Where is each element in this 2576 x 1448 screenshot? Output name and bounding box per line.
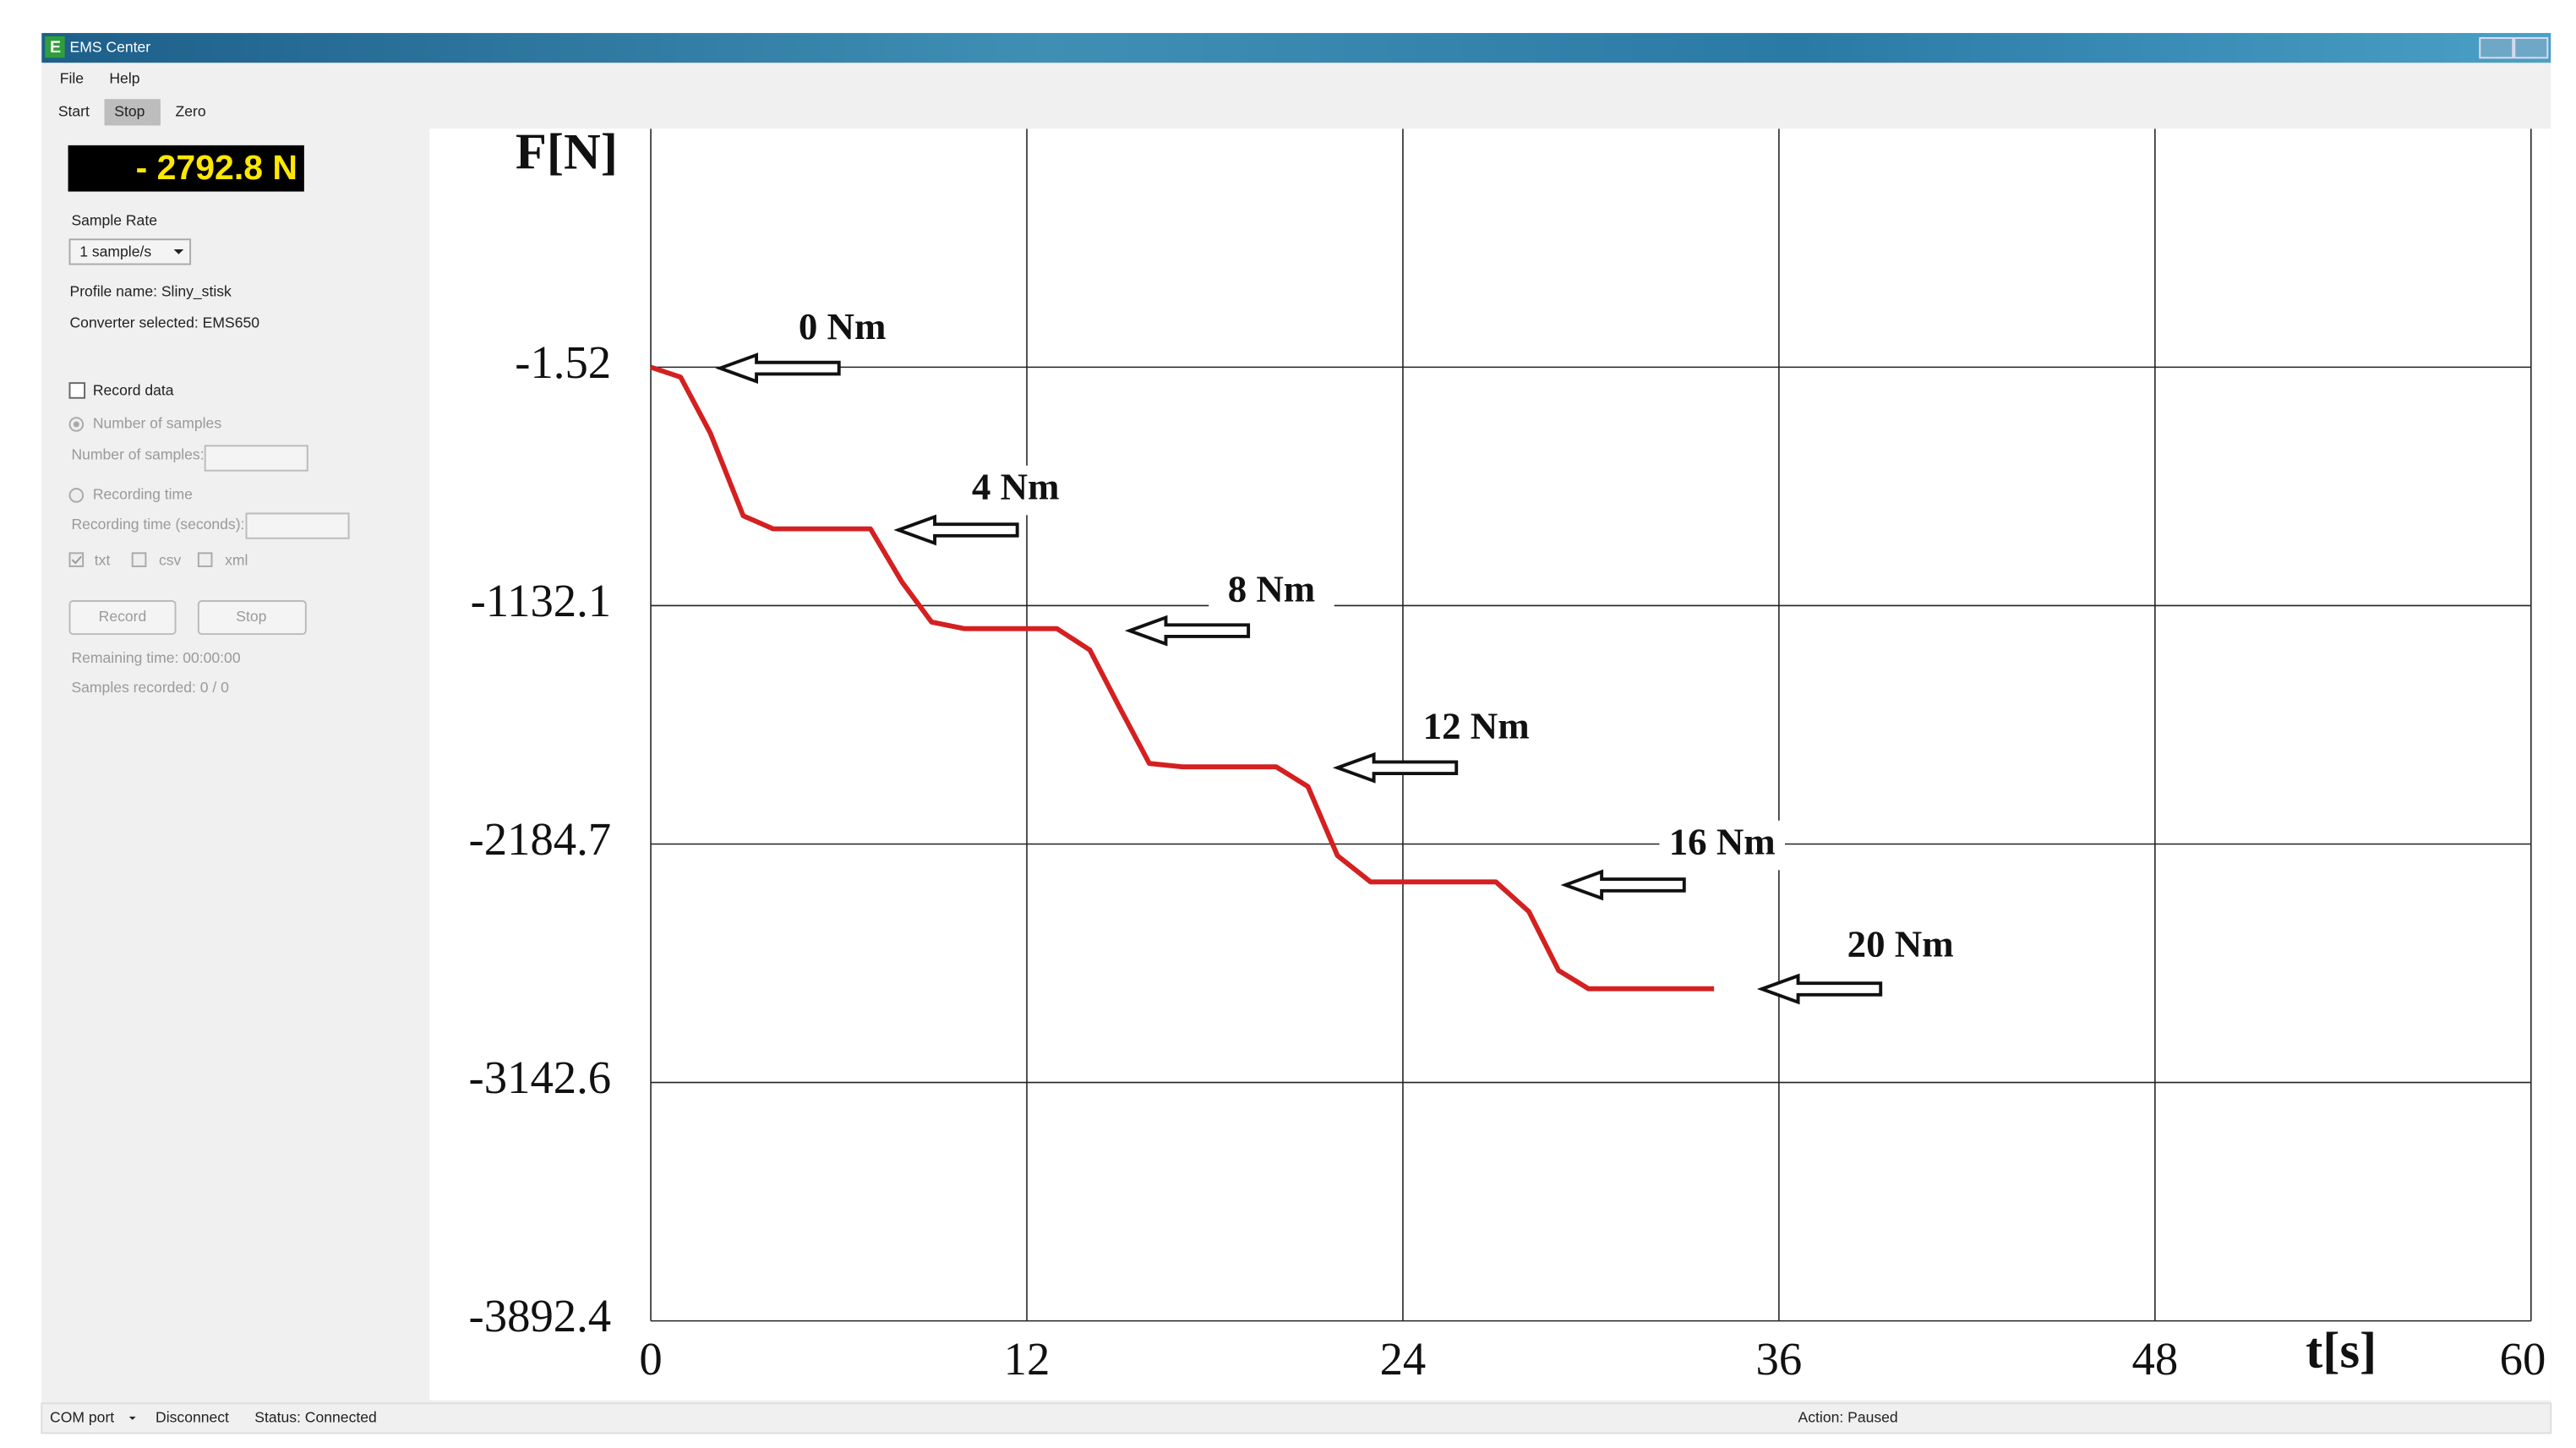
x-tick-label: 24 <box>1380 1333 1427 1385</box>
time-radio[interactable] <box>68 488 85 503</box>
title-bar <box>41 33 2551 63</box>
txt-label: txt <box>95 552 111 569</box>
x-axis-label: t[s] <box>2306 1323 2377 1380</box>
force-value: - 2792.8 N <box>136 148 297 187</box>
profile-name: Profile name: Sliny_stisk <box>70 282 232 300</box>
y-tick-label: -2184.7 <box>469 813 612 865</box>
annotation: 16 Nm <box>1669 820 1776 862</box>
com-port[interactable]: COM port <box>50 1408 114 1425</box>
stop-record-button[interactable] <box>197 600 307 636</box>
record-button-label[interactable]: Record <box>99 608 147 625</box>
start-button[interactable]: Start <box>58 102 90 119</box>
y-tick-label: -3892.4 <box>469 1290 612 1341</box>
chart: F[N] t[s] 0 12 24 36 48 60 -3892.4 -3142.6 -2184… <box>469 123 2546 1384</box>
samples-radio-dot <box>73 421 79 428</box>
annotation-arrow <box>1332 751 1459 784</box>
action-status: Action: Paused <box>1798 1408 1898 1425</box>
menu-file[interactable]: File <box>60 69 84 86</box>
maximize-button[interactable] <box>2513 36 2549 59</box>
annotation-arrow <box>1560 869 1686 901</box>
x-tick-label: 0 <box>639 1333 662 1385</box>
samples-label: Number of samples: <box>71 446 204 463</box>
x-tick-label: 48 <box>2132 1333 2179 1385</box>
record-data-label: Record data <box>93 382 174 399</box>
annotation-bg <box>779 305 905 355</box>
stop-record-label[interactable]: Stop <box>236 608 266 625</box>
annotation-arrow <box>715 352 841 384</box>
xml-checkbox[interactable] <box>197 552 213 567</box>
annotation: 4 Nm <box>972 465 1060 507</box>
annotation-bg <box>1659 820 1785 871</box>
x-tick-label: 12 <box>1004 1333 1051 1385</box>
record-button[interactable] <box>68 600 177 636</box>
minimize-button[interactable] <box>2479 36 2514 59</box>
y-tick-label: -1.52 <box>515 336 611 388</box>
app-icon <box>45 36 65 58</box>
window-title: EMS Center <box>70 38 151 55</box>
connection-status: Status: Connected <box>254 1408 377 1425</box>
status-bar <box>41 1402 2552 1434</box>
samples-option: Number of samples <box>93 415 221 432</box>
annotation-arrow <box>1124 615 1251 647</box>
y-tick-label: -1132.1 <box>471 575 612 626</box>
disconnect[interactable]: Disconnect <box>156 1408 229 1425</box>
chart-area <box>429 128 2551 1401</box>
txt-checkbox[interactable] <box>68 552 85 567</box>
dropdown-arrow <box>173 249 184 254</box>
menu-help[interactable]: Help <box>109 69 139 86</box>
annotation: 0 Nm <box>799 305 887 347</box>
grid <box>650 128 2532 1322</box>
annotation-bg <box>1209 567 1334 618</box>
y-axis-label: F[N] <box>516 123 618 180</box>
force-display <box>68 145 304 192</box>
sample-rate-dropdown[interactable] <box>68 238 192 265</box>
annotation-arrow <box>1756 973 1883 1005</box>
annotation-bg <box>952 465 1078 516</box>
txt-check <box>71 555 82 565</box>
time-label: Recording time (seconds): <box>71 516 244 533</box>
annotation-arrow <box>893 514 1019 546</box>
sample-rate-value[interactable]: 1 sample/s <box>79 243 151 260</box>
annotation: 8 Nm <box>1228 568 1316 610</box>
time-input[interactable] <box>245 512 350 539</box>
sample-rate-label: Sample Rate <box>71 211 157 228</box>
csv-checkbox[interactable] <box>131 552 147 567</box>
app-icon-letter: E <box>50 38 61 57</box>
stop-button-bg[interactable] <box>104 99 161 126</box>
zero-button[interactable]: Zero <box>176 102 206 119</box>
samples-input[interactable] <box>204 445 308 472</box>
remaining-time: Remaining time: 00:00:00 <box>71 649 240 666</box>
annotation: 20 Nm <box>1847 922 1954 964</box>
data-line <box>650 364 1715 992</box>
annotation: 12 Nm <box>1423 705 1530 747</box>
samples-recorded: Samples recorded: 0 / 0 <box>71 679 229 696</box>
csv-label: csv <box>159 552 182 569</box>
record-checkbox[interactable] <box>68 382 86 399</box>
x-tick-label: 60 <box>2500 1333 2546 1385</box>
annotation-bg <box>1837 922 1963 973</box>
annotation-bg <box>1413 705 1539 755</box>
time-option: Recording time <box>93 486 193 503</box>
y-tick-label: -3142.6 <box>469 1052 612 1103</box>
x-tick-label: 36 <box>1756 1333 1803 1385</box>
xml-label: xml <box>225 552 248 569</box>
converter: Converter selected: EMS650 <box>70 314 260 331</box>
com-port-arrow <box>128 1416 136 1420</box>
stop-button[interactable]: Stop <box>114 102 145 119</box>
